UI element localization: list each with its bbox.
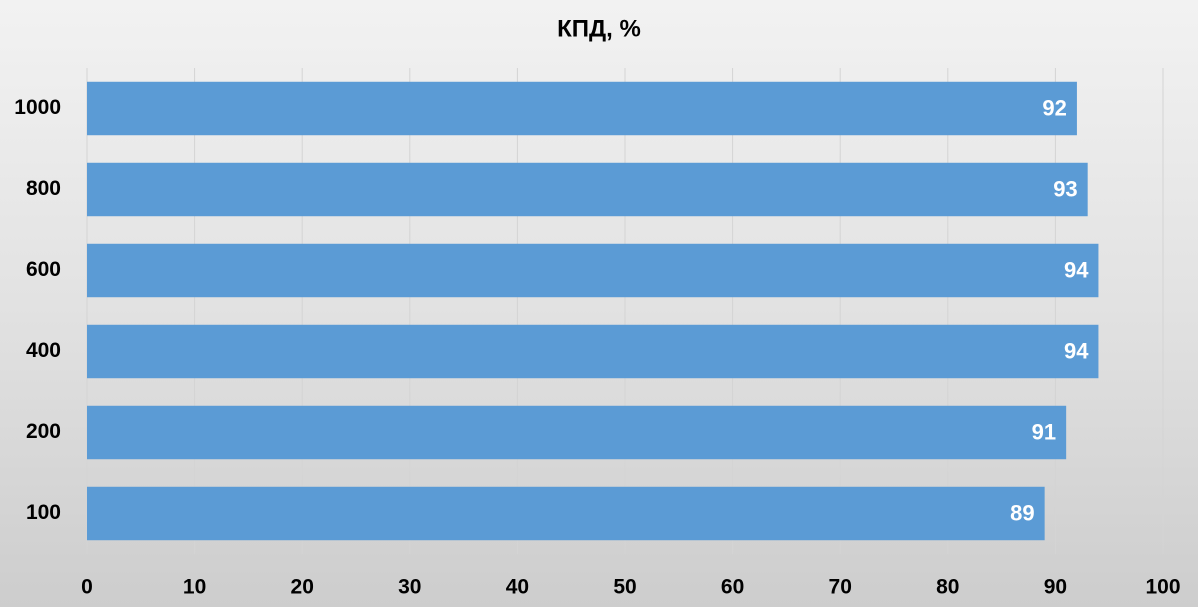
x-tick-label: 50 <box>613 576 636 599</box>
data-label: 94 <box>1064 257 1089 282</box>
y-tick-label: 200 <box>26 420 61 443</box>
bar <box>87 81 1077 136</box>
chart-title: КПД, % <box>557 15 641 42</box>
y-tick-label: 600 <box>26 258 61 281</box>
data-label: 89 <box>1010 500 1034 525</box>
x-tick-label: 60 <box>721 576 744 599</box>
x-tick-label: 10 <box>183 576 206 599</box>
x-tick-label: 100 <box>1145 576 1180 599</box>
bar <box>87 162 1088 217</box>
x-tick-label: 90 <box>1044 576 1067 599</box>
y-tick-label: 1000 <box>14 96 61 119</box>
y-tick-label: 400 <box>26 339 61 362</box>
data-label: 92 <box>1042 95 1066 120</box>
bar <box>87 405 1067 460</box>
bar <box>87 243 1099 298</box>
x-tick-label: 20 <box>291 576 314 599</box>
data-label: 91 <box>1032 419 1056 444</box>
data-label: 94 <box>1064 338 1089 363</box>
x-tick-label: 30 <box>398 576 421 599</box>
x-tick-label: 70 <box>829 576 852 599</box>
data-label: 93 <box>1053 176 1077 201</box>
x-tick-label: 80 <box>936 576 959 599</box>
x-tick-label: 0 <box>81 576 93 599</box>
x-tick-label: 40 <box>506 576 529 599</box>
bar <box>87 324 1099 379</box>
y-tick-label: 800 <box>26 177 61 200</box>
bar <box>87 486 1045 541</box>
y-tick-label: 100 <box>26 501 61 524</box>
